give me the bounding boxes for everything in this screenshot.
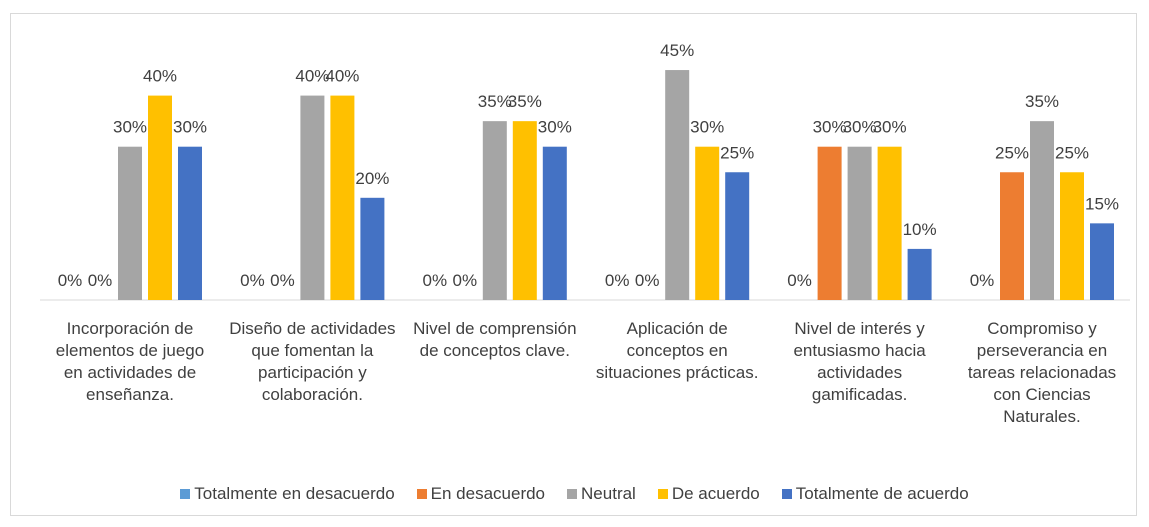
- legend: Totalmente en desacuerdo En desacuerdo Neu…: [0, 484, 1149, 504]
- legend-label: De acuerdo: [671, 484, 760, 503]
- data-label: 35%: [508, 92, 542, 111]
- bar: [695, 146, 720, 300]
- bar: [118, 146, 142, 300]
- legend-swatch: [781, 489, 792, 499]
- legend-item: Neutral: [567, 484, 636, 504]
- data-label: 40%: [295, 67, 329, 86]
- legend-swatch: [416, 489, 427, 499]
- legend-label: Neutral: [581, 484, 636, 503]
- bar: [817, 146, 842, 300]
- data-label: 30%: [813, 118, 847, 137]
- data-label: 0%: [635, 271, 660, 290]
- legend-label: Totalmente en desacuerdo: [194, 484, 395, 503]
- legend-item: Totalmente de acuerdo: [781, 484, 969, 504]
- data-label: 45%: [660, 41, 694, 60]
- data-label: 25%: [995, 143, 1029, 162]
- bar: [360, 197, 385, 300]
- data-label: 0%: [423, 271, 448, 290]
- x-tick-label: Nivel de comprensión de conceptos clave.: [413, 319, 577, 360]
- data-label: 0%: [88, 271, 113, 290]
- bar: [877, 146, 902, 300]
- legend-item: De acuerdo: [657, 484, 760, 504]
- data-label: 0%: [453, 271, 478, 290]
- bar: [512, 121, 537, 301]
- legend-swatch: [657, 489, 668, 499]
- data-label: 0%: [240, 271, 265, 290]
- x-tick-label: Compromiso y perseverancia en tareas rel…: [967, 319, 1117, 426]
- data-label: 25%: [1055, 143, 1089, 162]
- data-label: 30%: [843, 118, 877, 137]
- bar: [1060, 172, 1084, 300]
- legend-label: Totalmente de acuerdo: [795, 484, 969, 503]
- x-tick-label: Nivel de interés y entusiasmo hacia acti…: [793, 319, 926, 404]
- bar: [542, 146, 567, 300]
- data-label: 20%: [355, 169, 389, 188]
- bar: [1090, 223, 1114, 300]
- bar: [148, 95, 172, 300]
- data-label: 40%: [143, 67, 177, 86]
- bar: [1030, 121, 1054, 301]
- data-label: 35%: [478, 92, 512, 111]
- data-label: 30%: [873, 118, 907, 137]
- legend-item: En desacuerdo: [416, 484, 546, 504]
- data-label: 15%: [1085, 194, 1119, 213]
- bar: [907, 248, 932, 300]
- x-tick-label: Incorporación de elementos de juego en a…: [55, 319, 205, 404]
- data-label: 10%: [903, 220, 937, 239]
- bar: [482, 121, 507, 301]
- chart-frame: [10, 13, 1137, 516]
- data-label: 0%: [605, 271, 630, 290]
- data-label: 0%: [970, 271, 995, 290]
- bar: [178, 146, 202, 300]
- bar: [300, 95, 325, 300]
- legend-item: Totalmente en desacuerdo: [180, 484, 395, 504]
- bar: [665, 70, 690, 300]
- data-label: 0%: [787, 271, 812, 290]
- data-label: 30%: [538, 118, 572, 137]
- bar: [330, 95, 355, 300]
- data-label: 30%: [690, 118, 724, 137]
- bar: [847, 146, 872, 300]
- bar: [725, 172, 750, 300]
- bar: [1000, 172, 1024, 300]
- data-label: 25%: [720, 143, 754, 162]
- x-tick-label: Aplicación de conceptos en situaciones p…: [595, 319, 759, 382]
- data-label: 0%: [58, 271, 83, 290]
- data-label: 0%: [270, 271, 295, 290]
- data-label: 30%: [113, 118, 147, 137]
- x-tick-label: Diseño de actividades que fomentan la pa…: [229, 319, 396, 404]
- legend-label: En desacuerdo: [430, 484, 546, 503]
- legend-swatch: [567, 489, 578, 499]
- data-label: 35%: [1025, 92, 1059, 111]
- data-label: 30%: [173, 118, 207, 137]
- data-label: 40%: [325, 67, 359, 86]
- legend-swatch: [180, 489, 191, 499]
